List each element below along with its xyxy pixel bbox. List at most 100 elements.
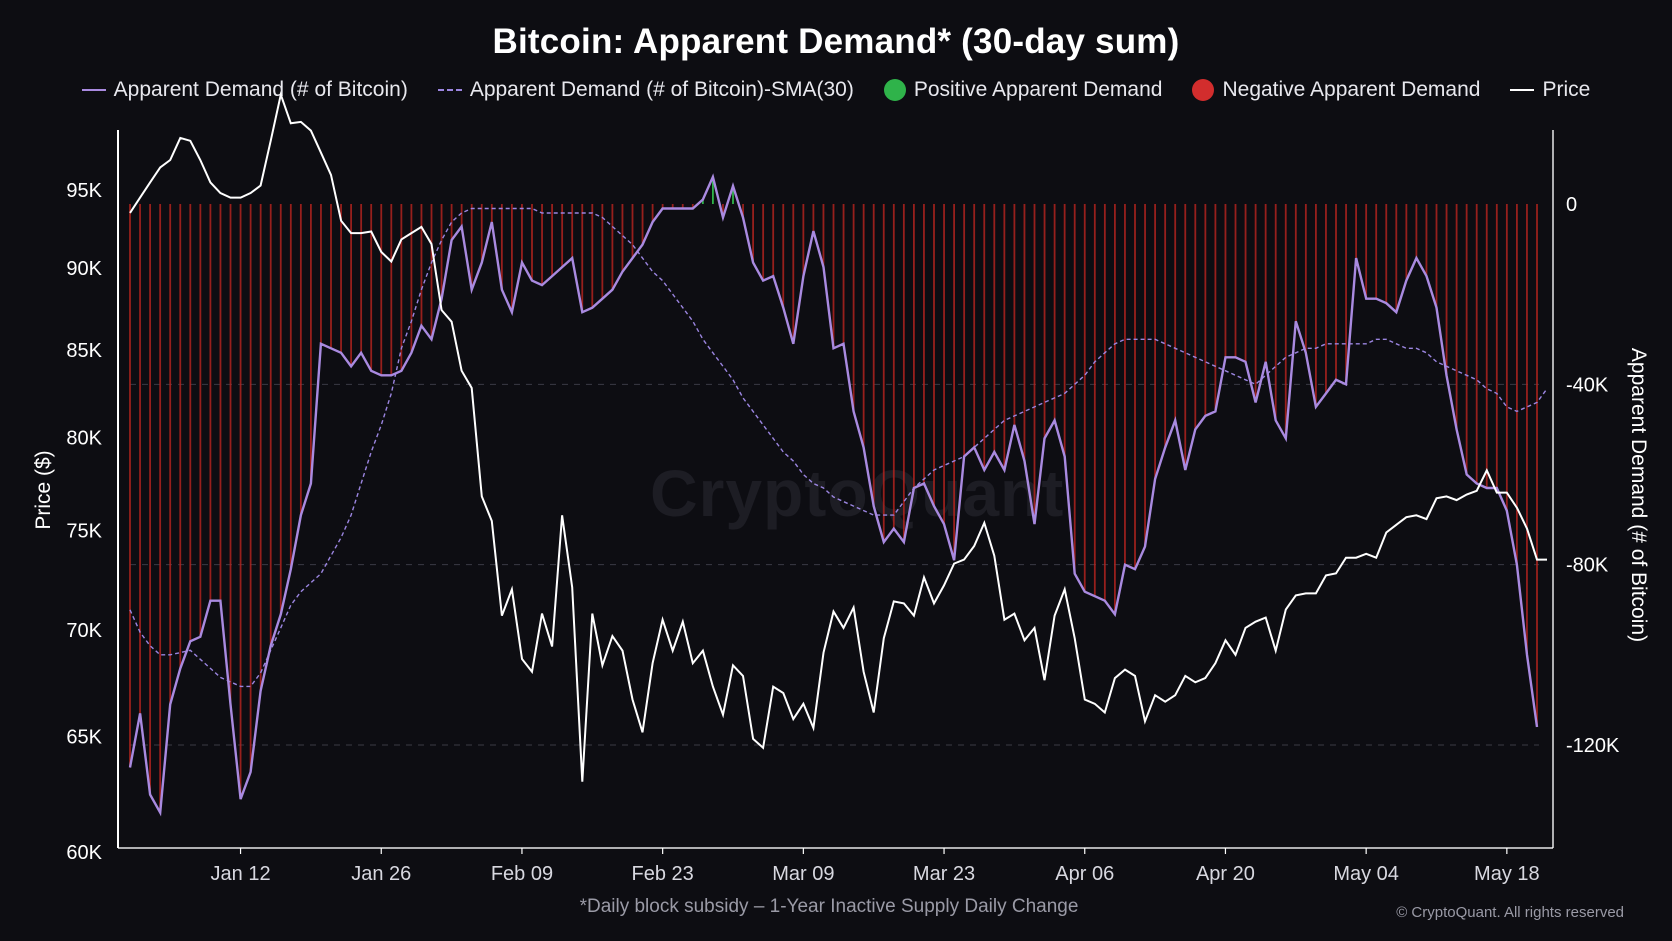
- demand-bar: [370, 204, 373, 371]
- demand-bar: [1415, 204, 1418, 259]
- demand-bar: [1154, 204, 1156, 480]
- demand-bar: [1264, 204, 1267, 362]
- demand-bar: [1375, 204, 1378, 299]
- demand-bar: [631, 204, 634, 259]
- axes: [117, 130, 1554, 849]
- demand-bar: [1124, 204, 1126, 565]
- demand-bar: [229, 204, 232, 705]
- demand-bar: [521, 204, 523, 263]
- demand-bar: [1345, 204, 1347, 385]
- x-tick-label: Feb 09: [491, 863, 553, 885]
- demand-bar: [320, 204, 322, 344]
- demand-bar: [882, 204, 885, 543]
- legend-item-positive[interactable]: Positive Apparent Demand: [883, 78, 1162, 102]
- demand-bar: [973, 204, 976, 448]
- demand-bar: [1485, 204, 1488, 489]
- demand-bar: [1325, 204, 1327, 394]
- demand-bar: [410, 204, 413, 353]
- demand-bar: [531, 204, 533, 281]
- demand-bar: [802, 204, 805, 277]
- demand-bar: [792, 204, 795, 344]
- demand-bar: [872, 204, 875, 507]
- y-left-tick-label: 85K: [66, 340, 102, 362]
- demand-bar: [1083, 204, 1086, 592]
- demand-bar: [963, 204, 966, 457]
- demand-bar: [953, 204, 955, 561]
- demand-bar: [511, 204, 513, 313]
- demand-bar: [1214, 204, 1217, 412]
- demand-bar: [129, 204, 131, 768]
- demand-bar: [440, 204, 443, 299]
- demand-bar: [1093, 204, 1096, 597]
- legend-item-apparent-demand[interactable]: Apparent Demand (# of Bitcoin): [81, 78, 408, 102]
- demand-bar: [641, 204, 644, 245]
- demand-bar: [671, 204, 674, 209]
- demand-bar: [933, 204, 935, 507]
- demand-bar: [1445, 204, 1448, 376]
- demand-bar: [159, 204, 162, 813]
- demand-bar: [782, 204, 785, 308]
- demand-bar: [480, 204, 483, 263]
- legend-label-price: Price: [1542, 78, 1591, 101]
- legend-item-price[interactable]: Price: [1510, 78, 1590, 102]
- demand-bars: [129, 176, 1538, 813]
- x-tick-label: Apr 06: [1055, 863, 1114, 885]
- demand-bar: [1003, 204, 1006, 470]
- footnote: *Daily block subsidy – 1-Year Inactive S…: [579, 896, 1079, 917]
- demand-bar: [1294, 204, 1297, 322]
- demand-bar: [219, 204, 222, 601]
- grid-lines: [130, 383, 1539, 746]
- demand-bar: [470, 204, 473, 290]
- x-tick-label: May 04: [1333, 863, 1399, 885]
- demand-bar: [1355, 204, 1357, 259]
- demand-bar: [1114, 204, 1116, 615]
- demand-bar: [310, 204, 312, 484]
- demand-bar: [913, 204, 915, 489]
- demand-bar: [1073, 204, 1076, 574]
- legend-item-sma30[interactable]: Apparent Demand (# of Bitcoin)-SMA(30): [437, 78, 854, 102]
- demand-bar: [149, 204, 151, 795]
- y-left-tick-label: 90K: [66, 258, 102, 280]
- demand-bar: [1063, 204, 1066, 457]
- legend-swatch-sma30: [437, 89, 462, 91]
- demand-bar: [1274, 204, 1277, 421]
- demand-bar: [1536, 204, 1538, 727]
- price-line: [129, 91, 1547, 782]
- demand-bar: [1465, 204, 1468, 475]
- demand-bar: [1234, 204, 1237, 358]
- demand-bar: [902, 204, 905, 543]
- legend-swatch-price: [1510, 89, 1535, 91]
- demand-bar: [541, 204, 543, 286]
- demand-bar: [1365, 204, 1368, 299]
- demand-bar: [1033, 204, 1036, 525]
- demand-bar: [420, 204, 423, 326]
- demand-bar: [340, 204, 342, 353]
- legend-item-negative[interactable]: Negative Apparent Demand: [1192, 78, 1480, 102]
- demand-bar: [1164, 204, 1167, 448]
- demand-bar: [923, 204, 925, 484]
- demand-bar: [209, 204, 212, 601]
- demand-bar: [561, 204, 564, 268]
- legend-label-apparent-demand: Apparent Demand (# of Bitcoin): [113, 78, 408, 101]
- x-tick-label: Feb 23: [632, 863, 694, 885]
- demand-bar: [701, 199, 704, 204]
- demand-bar: [1144, 204, 1146, 547]
- demand-bar: [450, 204, 453, 241]
- demand-bar: [139, 204, 141, 714]
- demand-bar: [892, 204, 895, 529]
- demand-bar: [581, 204, 584, 313]
- demand-bar: [1385, 204, 1388, 304]
- demand-bar: [862, 204, 865, 448]
- demand-bar: [752, 204, 754, 263]
- apparent-demand-line: [128, 173, 1539, 817]
- demand-bar: [269, 204, 272, 646]
- y-left-tick-label: 65K: [66, 727, 102, 749]
- demand-bar: [1304, 204, 1307, 353]
- demand-bar: [330, 204, 332, 349]
- demand-bar: [1526, 204, 1528, 655]
- demand-bar: [621, 204, 624, 272]
- demand-bar: [1053, 204, 1056, 421]
- demand-bar: [360, 204, 363, 353]
- tick-labels: 95K 90K 85K 80K 75K 70K 65K 60K 0 -40K -80K -120K Ja…: [66, 180, 1620, 885]
